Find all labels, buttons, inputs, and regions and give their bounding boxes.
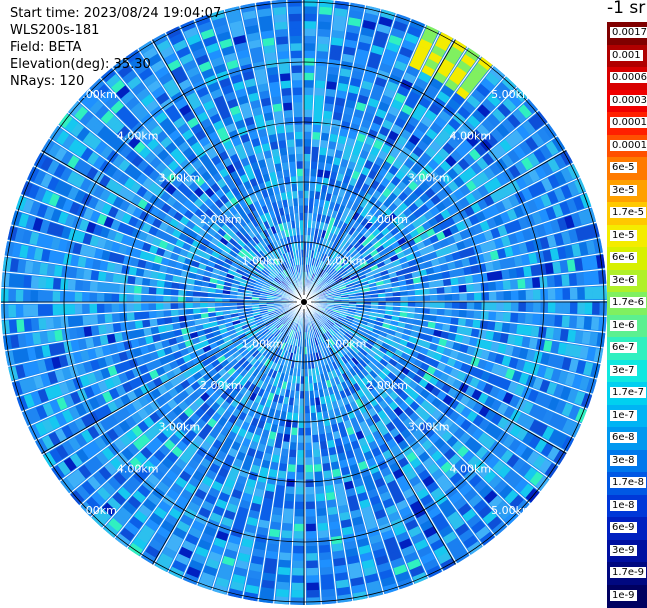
colorbar-tick-label: 0.0006 — [610, 72, 647, 84]
colorbar-tick-label: 3e-5 — [610, 184, 637, 196]
colorbar-tick-label: 1.7e-7 — [610, 387, 647, 399]
range-ring-label: 1.00km — [325, 254, 367, 267]
colorbar-tick-label: 0.0003 — [610, 94, 647, 106]
colorbar-tick-label: 6e-8 — [610, 432, 637, 444]
azimuth-spoke — [303, 301, 456, 565]
colorbar-tick-label: 1e-9 — [610, 589, 637, 601]
azimuth-spoke — [152, 39, 305, 303]
range-ring-label: 5.00km — [491, 504, 533, 517]
azimuth-spoke — [152, 301, 305, 565]
range-ring-label: 2.00km — [366, 213, 408, 226]
nrays-label: NRays: 120 — [10, 74, 85, 89]
colorbar-legend: 0.0017 0.001 0.0006 0.0003 0.00017 0.0001 6e-5… — [607, 22, 647, 608]
colorbar-tick-label: 0.0017 — [610, 27, 647, 39]
range-ring-label: 4.00km — [450, 130, 492, 143]
range-ring-label: 3.00km — [408, 171, 450, 184]
range-ring-label: 3.00km — [408, 421, 450, 434]
colorbar-tick-label: 6e-5 — [610, 162, 637, 174]
colorbar-tick-label: 1e-7 — [610, 409, 637, 421]
range-ring-label: 5.00km — [75, 88, 117, 101]
range-ring-label: 1.00km — [242, 254, 284, 267]
azimuth-spoke — [303, 301, 567, 454]
start-time-label: Start time: 2023/08/24 19:04:07 — [10, 6, 222, 21]
range-ring-label: 4.00km — [450, 462, 492, 475]
range-ring-label: 3.00km — [159, 171, 201, 184]
range-ring-label: 1.00km — [242, 338, 284, 351]
range-ring-label: 2.00km — [200, 213, 242, 226]
range-ring-label: 4.00km — [117, 462, 159, 475]
radar-sweep — [1, 0, 607, 605]
colorbar-tick-label: 1.7e-6 — [610, 297, 647, 309]
elevation-label: Elevation(deg): 35.30 — [10, 57, 151, 72]
colorbar-tick-label: 3e-6 — [610, 274, 637, 286]
azimuth-spoke — [303, 150, 567, 303]
colorbar-tick-label: 1.7e-8 — [610, 477, 647, 489]
range-ring-label: 5.00km — [491, 88, 533, 101]
azimuth-spokes — [1, 0, 607, 605]
colorbar-tick-label: 3e-8 — [610, 454, 637, 466]
colorbar-tick-label: 0.0001 — [610, 139, 647, 151]
azimuth-spoke — [303, 39, 456, 303]
range-ring-label: 3.00km — [159, 421, 201, 434]
range-ring-label: 2.00km — [366, 379, 408, 392]
colorbar-tick-label: 1e-5 — [610, 229, 637, 241]
colorbar-tick-label: 1.7e-5 — [610, 207, 647, 219]
azimuth-spoke — [41, 150, 305, 303]
lidar-center-icon — [297, 295, 311, 309]
colorbar-tick-label: 3e-7 — [610, 364, 637, 376]
colorbar-tick-label: 6e-6 — [610, 252, 637, 264]
colorbar-tick-label: 0.001 — [610, 49, 643, 61]
colorbar-tick-label: 1e-6 — [610, 319, 637, 331]
field-label: Field: BETA — [10, 40, 82, 55]
colorbar-tick-label: 1e-8 — [610, 499, 637, 511]
instrument-label: WLS200s-181 — [10, 23, 100, 38]
range-ring-label: 4.00km — [117, 130, 159, 143]
range-ring-label: 5.00km — [75, 504, 117, 517]
azimuth-spoke — [41, 301, 305, 454]
colorbar-unit-label: -1 sr — [607, 0, 646, 18]
colorbar-tick-label: 6e-9 — [610, 522, 637, 534]
range-ring-labels: 1.00km 1.00km 1.00km 1.00km 2.00km 2.00km 2.00… — [75, 88, 532, 517]
colorbar-tick-label: 1.7e-9 — [610, 567, 647, 579]
range-ring-label: 1.00km — [325, 338, 367, 351]
radar-ppi-plot: 1.00km 1.00km 1.00km 1.00km 2.00km 2.00km 2.00… — [1, 0, 607, 605]
colorbar-tick-label: 6e-7 — [610, 342, 637, 354]
colorbar-tick-label: 3e-9 — [610, 544, 637, 556]
range-ring-label: 2.00km — [200, 379, 242, 392]
colorbar-tick-label: 0.00017 — [610, 117, 647, 129]
